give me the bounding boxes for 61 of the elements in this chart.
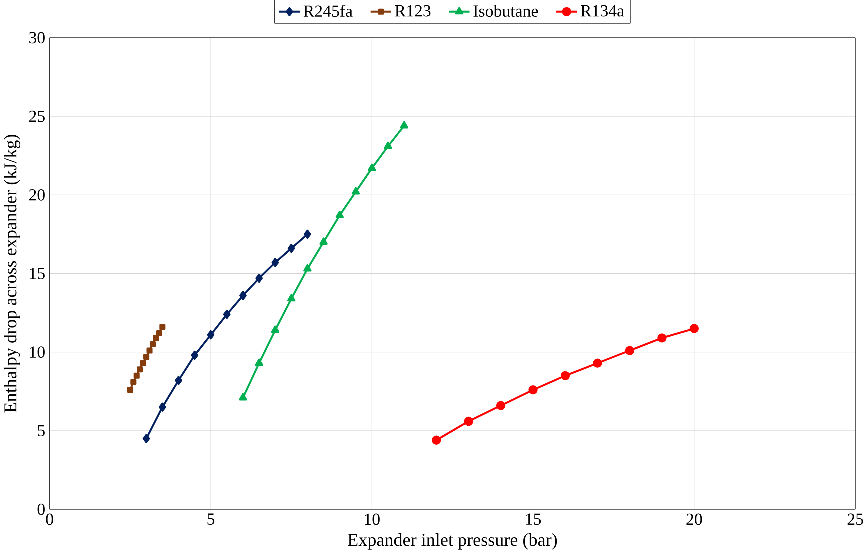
point — [528, 386, 538, 395]
point — [255, 358, 264, 366]
point — [593, 358, 602, 368]
point — [156, 330, 162, 337]
point — [130, 379, 137, 386]
legend-label: R245fa — [304, 5, 353, 18]
legend-label: R134a — [580, 5, 624, 17]
point — [175, 376, 182, 386]
point — [272, 258, 280, 268]
y-tick-label: 0 — [38, 504, 45, 516]
point — [336, 211, 344, 218]
point — [146, 348, 153, 354]
point — [320, 238, 328, 246]
legend-label: Isobutane — [474, 5, 538, 18]
point — [658, 334, 667, 343]
point — [496, 401, 506, 410]
x-tick-label: 25 — [848, 514, 864, 526]
point — [352, 187, 360, 195]
x-tick-label: 10 — [365, 514, 380, 526]
point — [240, 291, 247, 300]
y-tick-label: 15 — [30, 268, 45, 280]
x-tick-label: 5 — [208, 514, 215, 526]
point — [223, 310, 231, 320]
point — [304, 264, 312, 272]
point — [153, 335, 160, 342]
point — [134, 372, 140, 379]
point — [690, 324, 699, 334]
point — [271, 326, 280, 334]
legend-label: R123 — [395, 5, 431, 17]
point — [140, 360, 146, 366]
y-tick-label: 30 — [30, 32, 45, 44]
x-tick-label: 15 — [526, 514, 542, 526]
point — [158, 402, 166, 412]
point — [142, 434, 150, 444]
point — [239, 393, 248, 401]
point — [150, 342, 156, 348]
point — [400, 121, 408, 129]
x-tick-label: 0 — [46, 514, 54, 526]
point — [560, 371, 570, 381]
point — [384, 142, 392, 150]
point — [288, 244, 296, 254]
point — [127, 387, 134, 394]
point — [432, 436, 442, 446]
point — [144, 354, 150, 360]
point — [464, 416, 474, 426]
point — [191, 350, 199, 360]
y-tick-label: 10 — [30, 346, 45, 358]
point — [207, 330, 215, 340]
x-tick-label: 20 — [686, 514, 702, 526]
point — [287, 294, 296, 302]
y-tick-label: 25 — [29, 110, 45, 122]
y-axis-title: Enthalpy drop across expander (kJ/kg) — [4, 135, 20, 413]
point — [137, 366, 144, 373]
point — [256, 274, 264, 284]
point — [625, 346, 635, 356]
point — [160, 324, 166, 330]
point — [368, 164, 376, 172]
y-tick-label: 20 — [29, 190, 45, 201]
point — [304, 230, 312, 240]
y-tick-label: 5 — [38, 425, 45, 437]
x-axis-title: Expander inlet pressure (bar) — [348, 534, 558, 550]
